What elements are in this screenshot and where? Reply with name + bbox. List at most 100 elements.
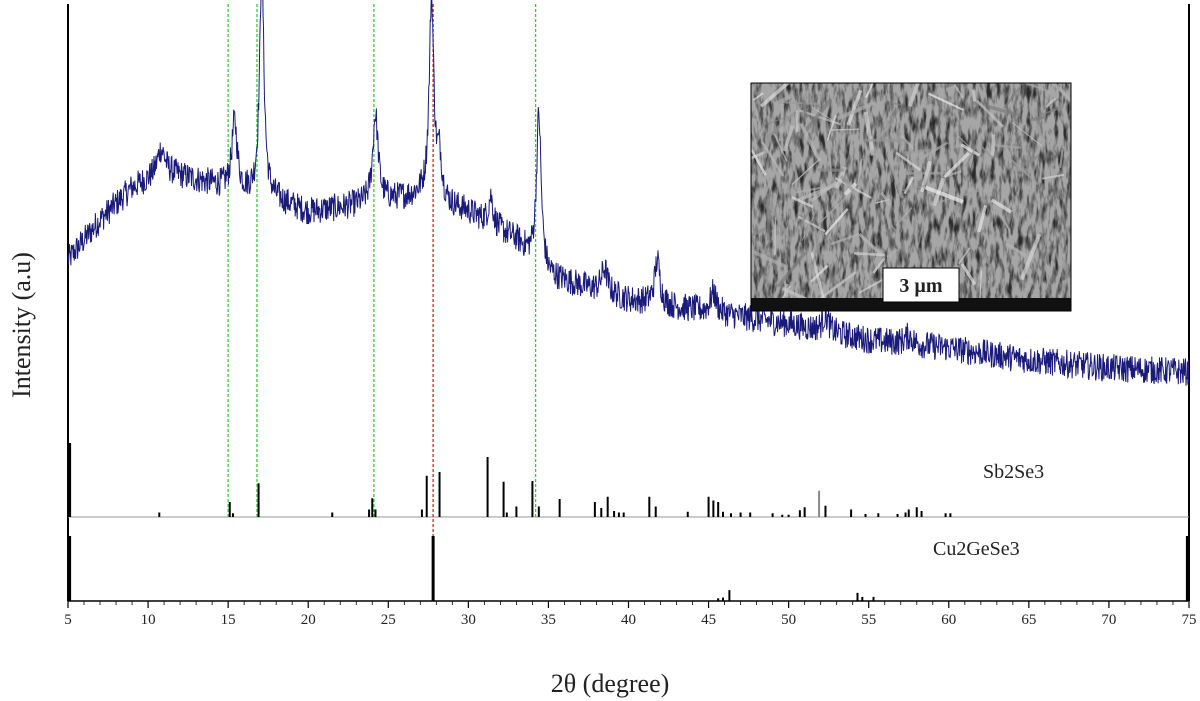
sem-crystal (837, 101, 875, 121)
sem-crystal (900, 134, 915, 150)
sem-crystal (919, 141, 949, 161)
sem-crystal (773, 92, 795, 107)
cu2gese3-reference-sticks (68, 536, 1189, 601)
sem-crystal (1023, 280, 1034, 300)
x-tick-label: 35 (541, 612, 556, 628)
sem-crystal (965, 141, 979, 167)
sem-crystal (946, 239, 952, 272)
x-tick-label: 20 (301, 612, 316, 628)
sem-crystal (810, 226, 822, 273)
sem-crystal (751, 226, 767, 238)
sem-crystal (826, 114, 837, 141)
sem-crystal (819, 93, 825, 110)
y-axis-title: Intensity (a.u) (7, 252, 36, 398)
sem-crystal (858, 279, 883, 294)
sem-crystal (830, 233, 860, 246)
sem-crystal (778, 103, 785, 142)
x-tick-label: 30 (461, 612, 476, 628)
x-tick-label: 15 (221, 612, 236, 628)
sem-crystal (944, 83, 958, 89)
sem-crystal (1042, 173, 1064, 180)
sem-crystal (1022, 83, 1053, 94)
sem-crystal (769, 117, 784, 125)
sem-crystal (990, 198, 1013, 214)
sem-crystal (871, 147, 877, 177)
sem-crystal (814, 228, 822, 263)
sem-crystal (872, 257, 886, 274)
sem-crystal (979, 144, 993, 159)
x-tick-label: 65 (1021, 612, 1036, 628)
sem-crystal (904, 149, 931, 154)
sem-crystal (857, 158, 863, 186)
sem-crystal (751, 249, 788, 269)
sem-crystal (1005, 242, 1027, 258)
sem-crystal (971, 89, 977, 102)
scale-bar-label: 3 µm (899, 275, 943, 297)
x-tick-label: 60 (941, 612, 956, 628)
x-tick-label: 10 (141, 612, 156, 628)
sem-crystal (957, 135, 976, 153)
sem-crystal (751, 233, 764, 255)
sem-crystal (958, 247, 971, 265)
sem-crystal (795, 184, 835, 194)
sem-crystal (853, 252, 885, 257)
sem-crystal (976, 99, 1004, 128)
sem-crystal (1000, 214, 1011, 231)
x-tick-label: 50 (781, 612, 796, 628)
sem-crystal (768, 204, 793, 243)
sem-crystal (887, 221, 899, 235)
sem-crystal (951, 204, 962, 218)
sem-crystal (1032, 114, 1047, 122)
sem-crystal (1045, 97, 1057, 108)
sem-crystal (1033, 108, 1042, 137)
sem-crystal (889, 102, 903, 106)
sem-crystal (880, 191, 892, 206)
sem-crystal (977, 246, 997, 275)
sem-crystal (839, 175, 856, 193)
sem-crystal (960, 143, 981, 157)
sem-crystal (943, 152, 970, 179)
sem-crystal (936, 189, 981, 204)
sem-crystal (830, 128, 860, 131)
sem-crystal (782, 125, 795, 152)
sb2se3-reference-sticks (68, 443, 952, 517)
sem-crystal (1006, 114, 1009, 130)
sem-crystal (1059, 149, 1064, 168)
sem-crystal (858, 232, 884, 257)
x-tick-label: 25 (381, 612, 396, 628)
sem-crystal (1019, 233, 1042, 281)
sem-crystal (995, 144, 1021, 149)
sem-crystal (1051, 83, 1071, 103)
sem-crystal (846, 89, 863, 126)
sem-crystal (1041, 106, 1064, 116)
sem-crystal (773, 133, 788, 162)
cu2gese3-label: Cu2GeSe3 (933, 538, 1020, 560)
sb2se3-label: Sb2Se3 (983, 461, 1044, 483)
x-tick-label: 70 (1101, 612, 1116, 628)
sem-crystal (866, 154, 876, 183)
sem-crystal (960, 263, 977, 286)
sem-crystal (1020, 154, 1040, 168)
sem-crystal (903, 176, 915, 195)
x-axis-title: 2θ (degree) (551, 669, 670, 698)
sem-crystal (928, 92, 964, 112)
sem-crystal (929, 84, 940, 105)
sem-crystal (776, 251, 807, 288)
guide-lines (227, 4, 537, 601)
sem-crystal (791, 196, 814, 208)
x-tick-label: 45 (701, 612, 716, 628)
sem-crystal (990, 134, 996, 156)
x-tick-label: 55 (861, 612, 876, 628)
x-axis-ticks: 5 10 15 20 25 30 35 40 45 50 55 60 65 70 75 (64, 601, 1197, 628)
sem-crystal (811, 106, 839, 125)
sem-crystal (802, 100, 808, 118)
sem-crystal (752, 92, 764, 101)
sem-crystal (895, 151, 921, 171)
sem-crystal (798, 208, 812, 227)
scale-bar-box (882, 267, 960, 303)
x-tick-label: 40 (621, 612, 636, 628)
sem-crystal (799, 122, 822, 162)
sem-crystal (1048, 96, 1062, 107)
sem-crystal (886, 153, 904, 199)
